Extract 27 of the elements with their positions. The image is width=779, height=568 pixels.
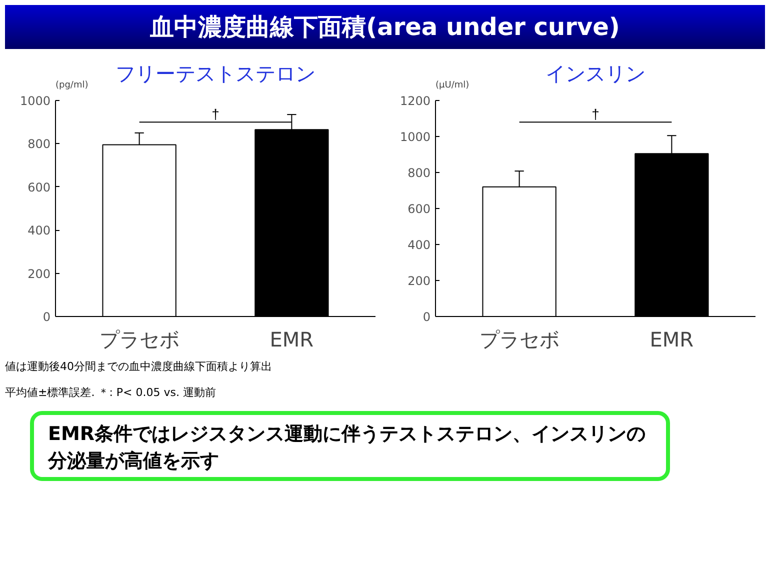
- x-tick-label: EMR: [650, 328, 694, 352]
- chart-title: インスリン: [546, 62, 646, 86]
- y-tick-label: 600: [28, 180, 50, 194]
- y-tick-label: 0: [42, 310, 51, 324]
- text: EMR条件ではレジスタンス運動に伴うテストステロン、インスリンの分泌量が高値を示す: [48, 422, 647, 474]
- annotation: †: [212, 106, 220, 122]
- x-tick-label: プラセボ: [99, 328, 180, 352]
- chart-title: フリーテストステロン: [116, 62, 316, 86]
- y-tick-label: 200: [408, 274, 430, 288]
- y-tick-label: 1000: [20, 94, 51, 108]
- text: 平均値±標準誤差. ＊: P< 0.05 vs. 運動前: [5, 385, 216, 401]
- text: 血中濃度曲線下面積(area under curve): [150, 12, 620, 43]
- x-tick-label: プラセボ: [479, 328, 560, 352]
- y-axis-title: (pg/ml): [56, 80, 88, 90]
- y-tick-label: 600: [408, 202, 430, 216]
- y-tick-label: 1000: [400, 130, 431, 144]
- y-tick-label: 1200: [400, 94, 431, 108]
- annotation: †: [592, 106, 600, 122]
- y-tick-label: 200: [28, 266, 50, 281]
- y-axis-title: (μU/ml): [436, 80, 470, 90]
- y-tick-label: 800: [408, 166, 430, 180]
- x-tick-label: EMR: [270, 328, 314, 352]
- y-tick-label: 800: [28, 137, 50, 152]
- text: 値は運動後40分間までの血中濃度曲線下面積より算出: [5, 359, 272, 375]
- y-tick-label: 400: [408, 238, 430, 252]
- y-tick-label: 0: [422, 310, 431, 324]
- y-tick-label: 400: [28, 224, 50, 238]
